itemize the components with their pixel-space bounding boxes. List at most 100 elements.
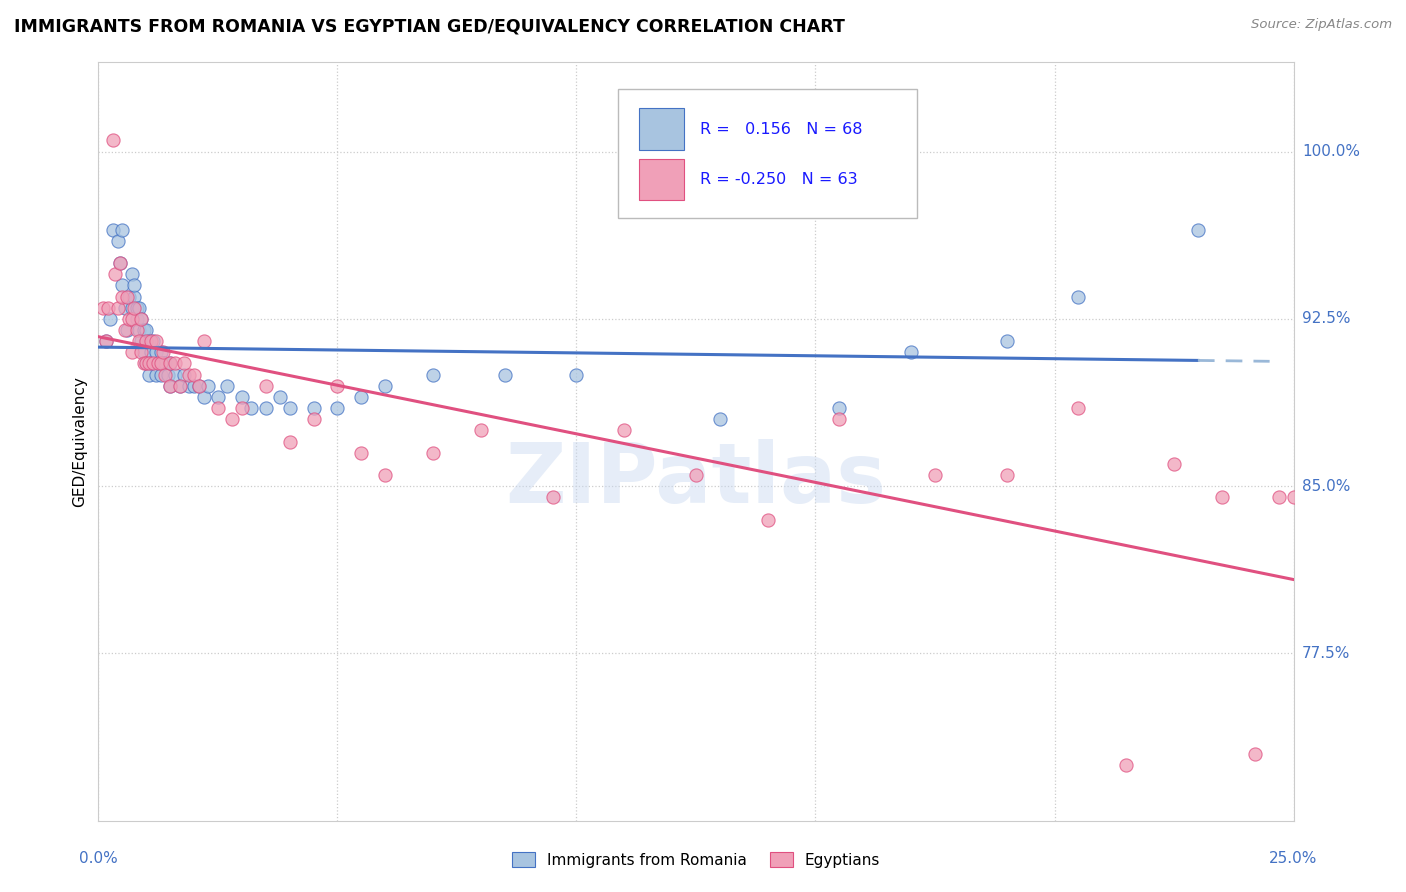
Point [709, 412, 731, 426]
Point [1211, 490, 1233, 504]
Point [173, 356, 195, 371]
Text: 0.0%: 0.0% [79, 851, 118, 866]
Point [326, 378, 349, 392]
Point [121, 345, 143, 359]
Point [107, 301, 129, 315]
Point [278, 401, 301, 416]
Point [1244, 747, 1267, 761]
Point [187, 378, 209, 392]
Point [131, 312, 153, 326]
Point [132, 345, 155, 359]
Point [685, 467, 707, 482]
Point [1067, 289, 1090, 303]
Point [98, 312, 122, 326]
Text: 100.0%: 100.0% [1302, 145, 1360, 159]
Point [995, 467, 1018, 482]
Point [138, 368, 160, 382]
Point [124, 301, 146, 315]
Point [115, 289, 138, 303]
Point [269, 390, 291, 404]
Point [124, 278, 146, 293]
Point [114, 323, 136, 337]
Y-axis label: GED/Equivalency: GED/Equivalency [72, 376, 87, 507]
Point [159, 378, 181, 392]
Point [240, 401, 263, 416]
Text: 92.5%: 92.5% [1302, 311, 1350, 326]
Point [183, 378, 205, 392]
Point [128, 323, 150, 337]
Point [163, 356, 186, 371]
Point [541, 490, 564, 504]
Text: 25.0%: 25.0% [1270, 851, 1317, 866]
Point [139, 345, 162, 359]
FancyBboxPatch shape [619, 89, 917, 218]
Point [470, 424, 492, 438]
Point [145, 368, 167, 382]
Point [149, 345, 172, 359]
Point [94, 334, 117, 349]
Point [193, 390, 215, 404]
Point [138, 356, 160, 371]
Point [97, 301, 120, 315]
Point [121, 301, 143, 315]
Point [1268, 490, 1291, 504]
Text: R =   0.156   N = 68: R = 0.156 N = 68 [700, 121, 862, 136]
Point [155, 356, 177, 371]
Text: Source: ZipAtlas.com: Source: ZipAtlas.com [1251, 18, 1392, 31]
Point [221, 412, 243, 426]
FancyBboxPatch shape [638, 159, 685, 201]
Point [169, 378, 191, 392]
Point [132, 356, 155, 371]
Text: 77.5%: 77.5% [1302, 646, 1350, 661]
Point [231, 390, 253, 404]
Point [128, 334, 150, 349]
Point [350, 446, 373, 460]
Point [163, 368, 186, 382]
Text: ZIPatlas: ZIPatlas [506, 439, 886, 520]
Point [149, 356, 172, 371]
Point [108, 256, 131, 270]
Point [374, 467, 396, 482]
Point [111, 289, 134, 303]
Point [121, 312, 143, 326]
Point [302, 401, 325, 416]
Point [1282, 490, 1305, 504]
Point [135, 356, 157, 371]
Point [111, 278, 134, 293]
Point [278, 434, 301, 449]
Point [104, 268, 127, 282]
Point [828, 412, 851, 426]
Point [115, 323, 138, 337]
Point [828, 401, 851, 416]
Point [995, 334, 1018, 349]
Point [152, 356, 174, 371]
Point [187, 378, 209, 392]
Point [125, 323, 148, 337]
Point [494, 368, 516, 382]
Point [124, 289, 146, 303]
Point [422, 368, 444, 382]
Point [145, 334, 167, 349]
Point [565, 368, 588, 382]
Point [132, 323, 155, 337]
Point [107, 234, 129, 248]
Point [173, 368, 195, 382]
Point [135, 356, 157, 371]
Point [193, 334, 215, 349]
Point [159, 378, 181, 392]
Point [125, 312, 148, 326]
Point [756, 513, 779, 527]
Point [156, 368, 179, 382]
Point [121, 268, 143, 282]
Point [142, 356, 165, 371]
Point [131, 345, 153, 359]
Point [207, 390, 229, 404]
Point [159, 356, 181, 371]
Point [145, 345, 167, 359]
Point [135, 334, 157, 349]
Point [152, 345, 174, 359]
Point [101, 222, 124, 236]
Point [613, 424, 636, 438]
Point [149, 368, 172, 382]
Point [1163, 457, 1185, 471]
